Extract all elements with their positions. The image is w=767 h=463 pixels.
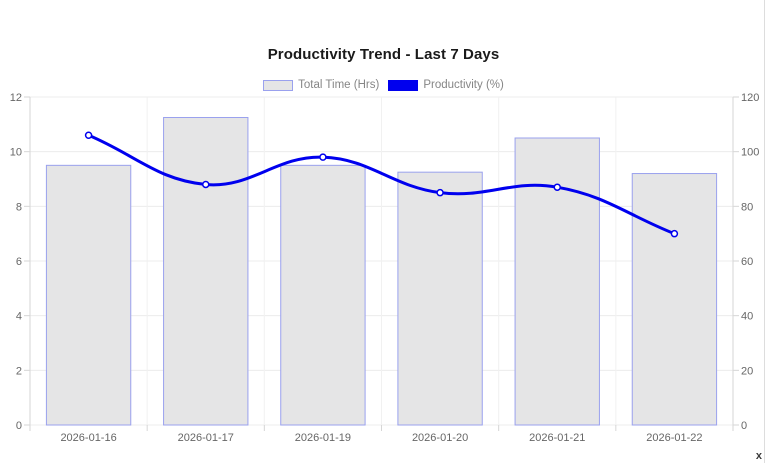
productivity-line[interactable] [87,133,676,236]
chart-legend: Total Time (Hrs) Productivity (%) [0,79,767,91]
x-axis-label: 2026-01-19 [295,432,351,444]
y-right-tick-label: 80 [741,201,753,213]
line-point-2026-01-20[interactable] [436,188,444,197]
y-right-tick-label: 0 [741,420,747,432]
line-point-2026-01-19[interactable] [319,153,327,161]
line-point-2026-01-22[interactable] [670,229,679,238]
bar-2026-01-21[interactable] [514,137,600,426]
legend-label-productivity: Productivity (%) [423,79,504,91]
bar-2026-01-20[interactable] [397,171,483,426]
close-x-glyph[interactable]: x [755,450,762,462]
x-axis-label: 2026-01-21 [529,432,585,444]
page-edge-divider [764,0,765,463]
y-left-tick-label: 4 [16,311,22,323]
bar-2026-01-19[interactable] [280,164,366,426]
y-right-tick-label: 120 [741,92,759,104]
bar-series-swatch-icon [263,79,294,91]
y-right-tick-label: 40 [741,311,753,323]
y-right-tick-label: 20 [741,365,753,377]
line-point-2026-01-21[interactable] [553,183,561,191]
legend-label-total-time: Total Time (Hrs) [298,79,380,91]
line-point-2026-01-16[interactable] [84,131,93,140]
y-left-tick-label: 10 [10,147,22,159]
x-axis-label: 2026-01-16 [60,432,116,444]
y-left-tick-label: 6 [16,256,22,268]
x-axis-label: 2026-01-20 [412,432,468,444]
chart-title: Productivity Trend - Last 7 Days [267,46,500,63]
y-left-tick-label: 12 [10,92,22,104]
legend-item-productivity[interactable]: Productivity (%) [388,79,504,91]
y-left-tick-label: 2 [16,365,22,377]
x-axis-label: 2026-01-22 [646,432,702,444]
bar-2026-01-22[interactable] [631,173,718,426]
line-point-2026-01-17[interactable] [202,180,210,189]
y-left-tick-label: 8 [16,201,22,213]
bar-2026-01-16[interactable] [45,164,132,426]
line-series-swatch-icon [388,79,419,91]
bar-2026-01-17[interactable] [163,117,249,426]
legend-item-total-time[interactable]: Total Time (Hrs) [263,79,379,91]
x-axis-label: 2026-01-17 [178,432,234,444]
y-left-tick-label: 0 [16,420,22,432]
y-right-tick-label: 100 [741,147,759,159]
y-right-tick-label: 60 [741,256,753,268]
